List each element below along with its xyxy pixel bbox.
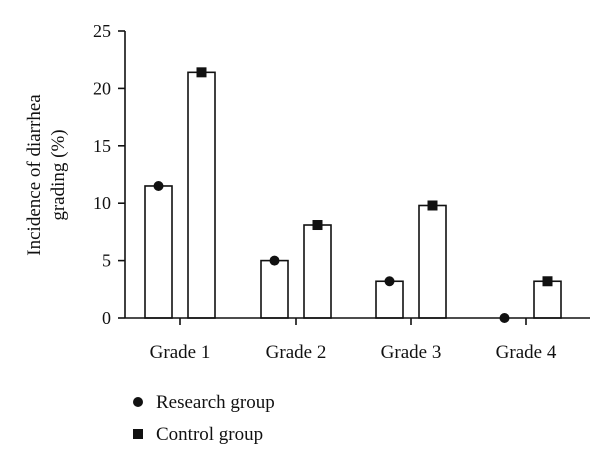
bar-control-group-1	[303, 224, 332, 319]
legend-label-control-group: Control group	[156, 424, 263, 445]
y-tick-label-4: 20	[93, 78, 111, 98]
bar-research-group-2	[375, 280, 404, 319]
legend-marker-research-group	[133, 397, 143, 407]
legend-marker-control-group	[133, 429, 143, 439]
y-tick-label-1: 5	[102, 251, 111, 271]
x-tick-label-1: Grade 2	[266, 342, 327, 363]
marker-control-group-0	[196, 67, 207, 78]
plot-area	[144, 67, 562, 323]
marker-control-group-1	[312, 220, 323, 231]
bar-control-group-0	[187, 71, 216, 319]
bar-research-group-0	[144, 185, 173, 319]
bar-control-group-3	[533, 280, 562, 319]
marker-research-group-2	[384, 276, 395, 287]
y-tick-label-0: 0	[102, 308, 111, 328]
y-tick-label-3: 15	[93, 136, 111, 156]
x-tick-label-0: Grade 1	[150, 342, 211, 363]
marker-control-group-2	[427, 200, 438, 211]
y-axis-label-line-1: grading (%)	[48, 129, 69, 220]
y-tick-label-5: 25	[93, 21, 111, 41]
legend: Research group Control group	[133, 392, 275, 445]
marker-control-group-3	[542, 276, 553, 287]
marker-research-group-1	[269, 255, 280, 266]
bar-research-group-1	[260, 259, 289, 319]
y-tick-label-2: 10	[93, 193, 111, 213]
x-tick-label-3: Grade 4	[496, 342, 557, 363]
y-axis-label-line-0: Incidence of diarrhea	[24, 94, 45, 256]
bar-control-group-2	[418, 204, 447, 319]
axes: Grade 1 Grade 2 Grade 3 Grade 4 0 5 10 15 20 25	[93, 21, 590, 363]
legend-label-research-group: Research group	[156, 392, 275, 413]
marker-research-group-0	[153, 180, 164, 191]
y-axis-label: Incidence of diarrhea grading (%)	[24, 94, 69, 256]
x-tick-label-2: Grade 3	[381, 342, 442, 363]
